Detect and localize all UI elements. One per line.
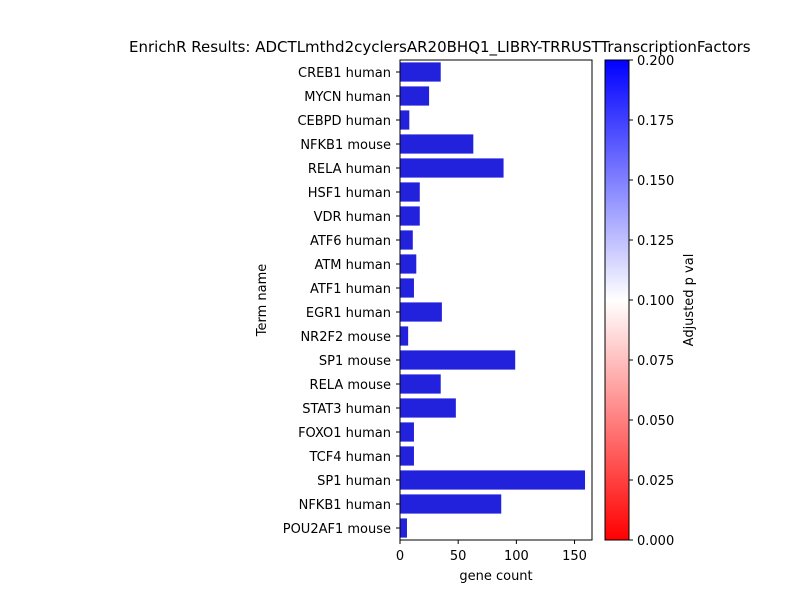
bar [400,350,516,370]
bar [400,86,430,106]
y-tick-label: VDR human [314,210,391,225]
colorbar-tick-label: 0.150 [637,174,674,189]
y-tick-label: CREB1 human [298,66,391,81]
y-tick-label: CEBPD human [297,114,391,129]
bar [400,422,414,442]
colorbar-tick-layer: 0.000 0.025 0.050 0.075 0.100 0.125 0.150 0.175… [629,54,674,549]
y-tick-label: HSF1 human [308,186,391,201]
bar [400,326,409,346]
bar [400,494,502,514]
colorbar-tick-label: 0.025 [637,474,674,489]
x-tick-label: 150 [562,549,587,564]
colorbar-tick-label: 0.000 [637,534,674,549]
plot-frame [399,59,593,541]
bar [400,134,474,154]
colorbar-tick-label: 0.050 [637,414,674,429]
bar [400,158,504,178]
y-tick-label: RELA human [308,162,391,177]
colorbar-tick-label: 0.075 [637,354,674,369]
y-tick-label: NR2F2 mouse [300,330,391,345]
y-tick-layer: CREB1 human MYCN human CEBPD human NFKB1 mo… [283,66,400,537]
bar [400,374,441,394]
y-tick-label: NFKB1 mouse [300,138,391,153]
bar [400,446,414,466]
y-tick-label: NFKB1 human [299,498,391,513]
y-tick-label: POU2AF1 mouse [283,522,391,537]
bar [400,302,442,322]
colorbar-tick-label: 0.100 [637,294,674,309]
y-tick-label: SP1 mouse [319,354,391,369]
colorbar: 0.000 0.025 0.050 0.075 0.100 0.125 0.150 0.175… [604,54,697,549]
y-tick-label: ATM human [314,258,391,273]
bar [400,62,441,82]
y-tick-label: FOXO1 human [298,426,391,441]
colorbar-gradient [604,59,630,541]
y-tick-label: STAT3 human [302,402,391,417]
bar [400,230,413,250]
x-tick-layer: 0 50 100 150 [396,540,587,564]
y-tick-label: TCF4 human [309,450,392,465]
colorbar-label: Adjusted p val [682,254,697,347]
bar [400,278,414,298]
colorbar-tick-label: 0.200 [637,54,674,69]
y-tick-label: SP1 human [317,474,391,489]
x-axis-label: gene count [459,569,532,584]
chart-title: EnrichR Results: ADCTLmthd2cyclersAR20BH… [129,38,751,57]
bar [400,182,420,202]
bar [400,254,417,274]
bar [400,206,420,226]
y-tick-label: EGR1 human [306,306,391,321]
x-tick-label: 100 [504,549,529,564]
x-tick-label: 0 [396,549,404,564]
bars-layer [400,62,586,538]
colorbar-tick-label: 0.125 [637,234,674,249]
y-tick-label: ATF1 human [310,282,391,297]
bar [400,470,586,490]
colorbar-tick-label: 0.175 [637,114,674,129]
x-tick-label: 50 [450,549,467,564]
bar [400,110,410,130]
y-tick-label: RELA mouse [310,378,391,393]
y-tick-label: MYCN human [304,90,391,105]
bar [400,518,407,538]
y-tick-label: ATF6 human [310,234,391,249]
bar [400,398,456,418]
y-axis-label: Term name [255,264,270,338]
